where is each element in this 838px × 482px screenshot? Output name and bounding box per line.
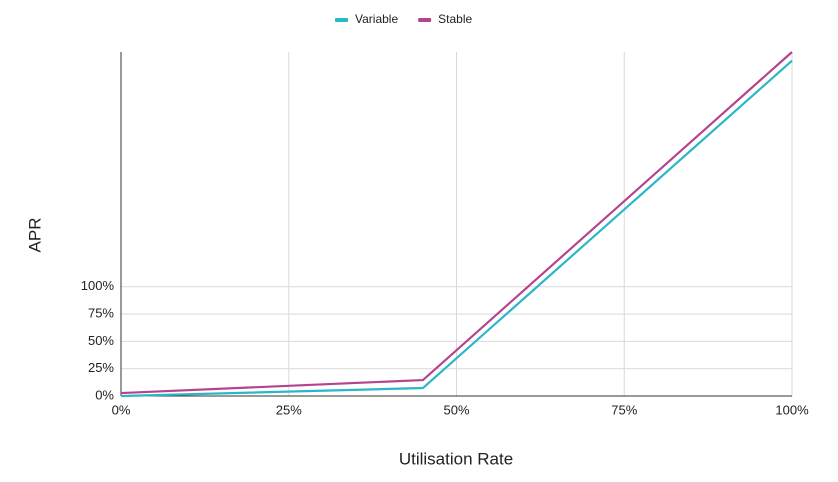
x-tick-label: 100% bbox=[775, 402, 809, 417]
y-tick-label: 100% bbox=[81, 278, 115, 293]
x-tick-label: 0% bbox=[112, 402, 131, 417]
series-line bbox=[120, 51, 793, 395]
x-tick-label: 75% bbox=[611, 402, 637, 417]
legend-swatch bbox=[418, 18, 432, 22]
legend-label: Variable bbox=[355, 12, 398, 26]
y-tick-label: 75% bbox=[88, 306, 114, 321]
legend-label: Stable bbox=[438, 12, 472, 26]
legend-swatch bbox=[335, 18, 348, 22]
series-line bbox=[120, 59, 793, 398]
x-tick-label: 25% bbox=[276, 402, 302, 417]
y-axis-title: APR bbox=[25, 218, 44, 253]
x-axis-title: Utilisation Rate bbox=[399, 449, 513, 468]
y-tick-label: 50% bbox=[88, 333, 114, 348]
x-tick-label: 50% bbox=[443, 402, 469, 417]
y-tick-label: 0% bbox=[95, 387, 114, 402]
y-tick-label: 25% bbox=[88, 360, 114, 375]
